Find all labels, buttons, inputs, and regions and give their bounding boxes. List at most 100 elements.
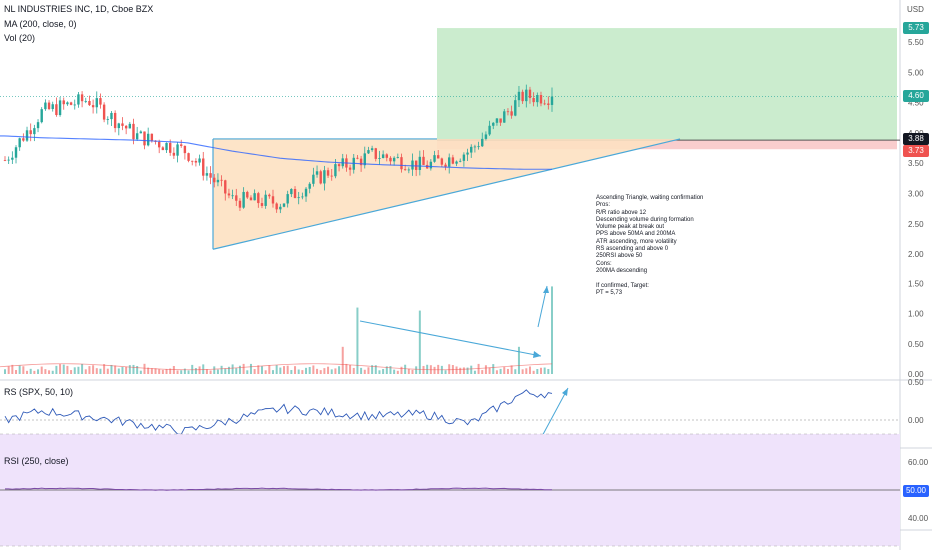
volume-bar [110, 364, 113, 374]
candle-body [312, 174, 315, 184]
candle-body [466, 152, 469, 155]
candle-body [117, 123, 121, 129]
volume-bar [506, 368, 509, 374]
volume-bar [462, 367, 465, 374]
volume-bar [334, 368, 337, 374]
candle-body [202, 158, 205, 176]
candle-body [216, 179, 220, 183]
annotation-line: Cons: [596, 260, 612, 267]
candle-body [367, 150, 370, 154]
candle-body [220, 179, 223, 181]
volume-bar [22, 366, 25, 374]
volume-bar [305, 367, 308, 374]
volume-bar [73, 367, 76, 374]
candle-body [18, 138, 21, 148]
candle-body [503, 111, 506, 123]
candle-body [543, 103, 546, 105]
volume-bar [125, 366, 128, 374]
candle-body [484, 134, 488, 139]
volume-bar [356, 307, 359, 374]
candle-body [359, 158, 363, 166]
volume-bar [205, 369, 208, 374]
volume-bar [378, 370, 381, 374]
stop-price-label: 3.73 [903, 145, 929, 157]
volume-tick-label: 1.00 [908, 310, 924, 319]
volume-bar [499, 368, 502, 374]
volume-bar [286, 365, 289, 374]
volume-bar [268, 365, 271, 374]
trade-annotation[interactable]: Ascending Triangle, waiting confirmation… [596, 195, 703, 297]
volume-bar [44, 369, 47, 374]
candle-body [400, 157, 403, 170]
volume-bar [551, 286, 553, 374]
volume-bar [172, 365, 175, 374]
candle-body [381, 154, 385, 159]
vol-legend: Vol (20) [4, 33, 36, 43]
volume-bar [492, 364, 495, 374]
volume-bar [371, 365, 374, 374]
volume-bar [275, 365, 278, 374]
volume-bar [525, 368, 528, 374]
candle-body [315, 171, 319, 175]
candle-body [77, 94, 80, 105]
volume-bar [48, 370, 51, 374]
volume-bar [543, 367, 546, 374]
candle-body [25, 130, 29, 141]
volume-bar [70, 370, 73, 374]
candle-body [271, 196, 275, 204]
price-tick-label: 2.50 [908, 220, 924, 229]
candle-body [282, 203, 286, 207]
candle-body [169, 142, 172, 153]
candle-body [414, 160, 418, 170]
annotation-line: If confirmed, Target: [596, 282, 649, 289]
volume-bar [246, 370, 249, 374]
volume-bar [4, 369, 6, 374]
volume-bar [271, 370, 274, 374]
volume-trend-arrow [359, 320, 542, 357]
volume-bar [77, 366, 80, 374]
volume-bar [220, 365, 223, 374]
volume-bar [444, 370, 447, 374]
volume-bar [330, 369, 333, 374]
candle-body [128, 123, 132, 129]
candle-body [433, 155, 436, 162]
candle-body [407, 169, 411, 171]
volume-bar [84, 369, 87, 374]
candle-body [165, 142, 168, 151]
volume-bar [510, 365, 513, 374]
volume-bar [198, 366, 201, 374]
volume-bar [264, 370, 267, 374]
volume-bar [367, 367, 370, 374]
candle-body [29, 130, 32, 135]
rsi-tick-label: 40.00 [908, 514, 929, 523]
candle-body [451, 157, 455, 164]
candle-body [286, 194, 289, 204]
volume-bar [488, 367, 491, 374]
volume-bar [539, 367, 542, 374]
volume-bar [209, 370, 212, 374]
candle-body [150, 133, 154, 141]
price-tick-label: 3.00 [908, 190, 924, 199]
volume-bar [147, 367, 150, 374]
annotation-line: 200MA descending [596, 267, 648, 274]
annotation-line: RS ascending and above 0 [596, 246, 669, 253]
volume-bar [374, 365, 377, 374]
candle-body [539, 95, 543, 104]
volume-bar [249, 363, 252, 374]
volume-bar [407, 368, 410, 374]
volume-bar [470, 365, 473, 374]
volume-bar [418, 310, 421, 374]
candle-body [506, 111, 510, 113]
volume-bar [495, 370, 498, 374]
volume-bar [411, 369, 414, 374]
volume-bar [161, 369, 164, 374]
candle-body [290, 188, 293, 195]
volume-bar [29, 368, 32, 374]
candle-body [389, 157, 392, 162]
candle-body [462, 154, 466, 161]
rsi-line [4, 487, 553, 491]
volume-bar [283, 366, 286, 374]
annotation-line: Volume peak at break out [596, 224, 665, 231]
